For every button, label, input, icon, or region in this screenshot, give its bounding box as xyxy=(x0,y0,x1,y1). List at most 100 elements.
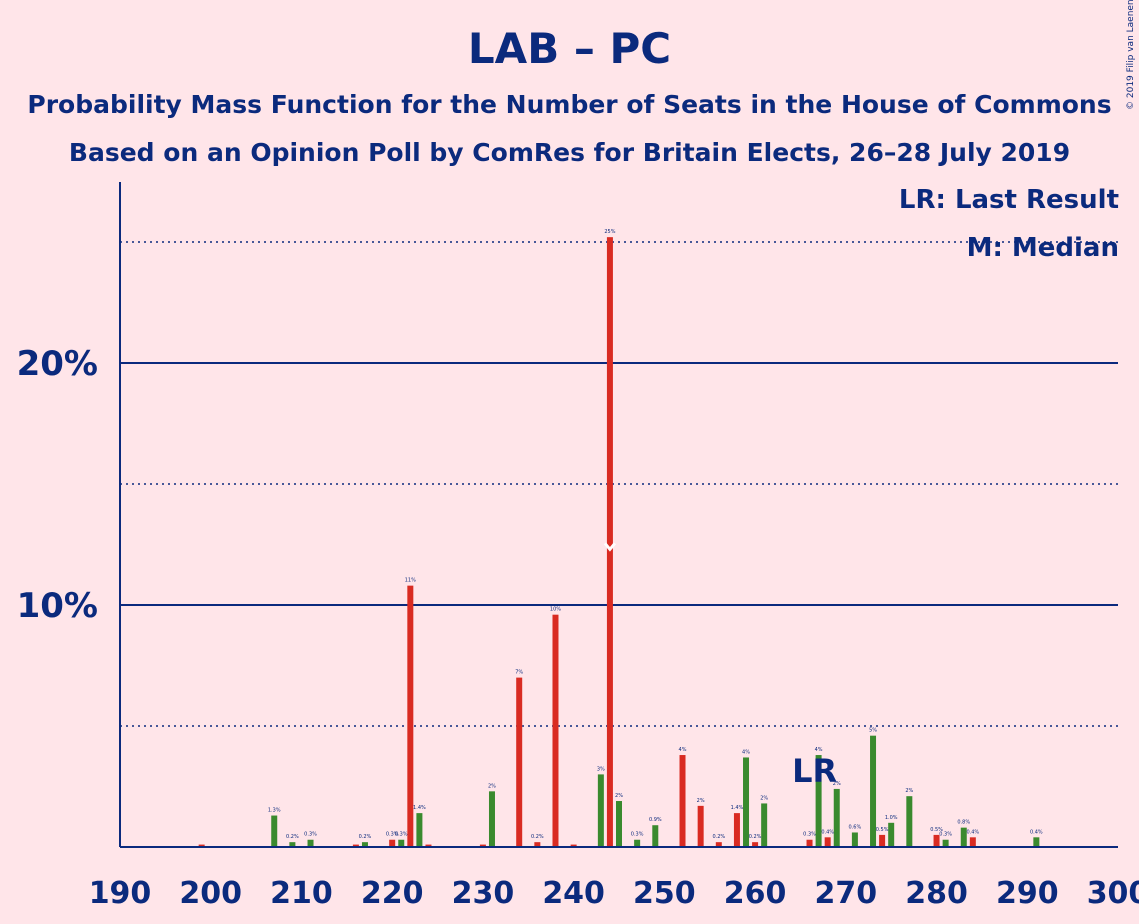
bar-label: 11% xyxy=(405,578,416,584)
bar-280 xyxy=(933,834,940,847)
bar-220 xyxy=(389,839,396,847)
bar-274 xyxy=(879,834,886,847)
bar-207 xyxy=(271,815,278,847)
bar-label: 0.4% xyxy=(966,829,979,835)
bar-277 xyxy=(906,796,913,847)
bar-222 xyxy=(407,585,414,847)
bar-label: 2% xyxy=(615,793,623,799)
bar-label: 0.4% xyxy=(1030,829,1043,835)
x-tick-label: 220 xyxy=(361,876,424,911)
bar-284 xyxy=(969,837,976,847)
bar-label: 0.3% xyxy=(939,832,952,838)
bar-label: 0.4% xyxy=(821,829,834,835)
bar-label: 0.8% xyxy=(957,820,970,826)
bar-230 xyxy=(479,844,486,847)
x-tick-label: 210 xyxy=(270,876,333,911)
bar-245 xyxy=(616,801,622,847)
bar-label: 0.3% xyxy=(386,832,399,838)
bar-label: 25% xyxy=(604,229,615,235)
bar-label: 2% xyxy=(697,798,705,804)
x-tick-label: 270 xyxy=(815,876,878,911)
bar-267 xyxy=(815,755,822,847)
bar-label: 1.4% xyxy=(731,805,744,811)
bar-260 xyxy=(752,842,759,847)
bar-label: 0.3% xyxy=(803,832,816,838)
bar-label: 4% xyxy=(742,749,750,755)
chart-title: LAB – PC xyxy=(467,24,672,73)
bar-243 xyxy=(597,774,604,847)
x-tick-label: 290 xyxy=(996,876,1059,911)
bar-291 xyxy=(1033,837,1040,847)
bar-label: 0.2% xyxy=(531,834,544,840)
bar-254 xyxy=(697,805,704,847)
bar-236 xyxy=(534,842,541,847)
bar-label: 1.0% xyxy=(885,815,898,821)
legend-last-result: LR: Last Result xyxy=(898,185,1119,215)
bar-label: 0.2% xyxy=(359,834,372,840)
bar-216 xyxy=(352,844,359,847)
bar-label: 0.6% xyxy=(849,824,862,830)
bar-217 xyxy=(361,842,368,847)
bar-238 xyxy=(552,614,559,847)
bar-label: 7% xyxy=(515,670,523,676)
bar-label: 0.3% xyxy=(304,832,317,838)
bar-269 xyxy=(833,788,840,847)
bar-label: 2% xyxy=(833,781,841,787)
bar-label: 5% xyxy=(869,728,877,734)
x-tick-label: 200 xyxy=(179,876,242,911)
bar-256 xyxy=(715,842,722,847)
bar-261 xyxy=(761,803,768,847)
bar-label: 1.4% xyxy=(413,805,426,811)
y-tick-label: 10% xyxy=(17,586,98,626)
bar-224 xyxy=(425,844,432,847)
x-tick-label: 250 xyxy=(633,876,696,911)
bar-label: 0.5% xyxy=(876,827,889,833)
bar-209 xyxy=(289,842,296,847)
bar-259 xyxy=(743,757,750,847)
bar-244 xyxy=(606,237,613,847)
x-tick-label: 260 xyxy=(724,876,787,911)
bar-label: 4% xyxy=(815,747,823,753)
bar-221 xyxy=(398,839,405,847)
bar-199 xyxy=(198,844,205,847)
bar-label: 3% xyxy=(597,766,605,772)
bar-223 xyxy=(416,813,423,847)
x-tick-label: 230 xyxy=(452,876,515,911)
bar-label: 1.3% xyxy=(268,808,281,814)
bar-label: 0.5% xyxy=(930,827,943,833)
x-tick-label: 190 xyxy=(89,876,152,911)
bar-label: 0.2% xyxy=(712,834,725,840)
bar-label: 2% xyxy=(488,783,496,789)
bar-240 xyxy=(570,844,577,847)
bar-273 xyxy=(870,735,877,847)
median-marker xyxy=(603,542,617,552)
x-tick-label: 240 xyxy=(542,876,605,911)
bar-label: 2% xyxy=(905,788,913,794)
bar-label: 0.2% xyxy=(286,834,299,840)
bar-label: 0.9% xyxy=(649,817,662,823)
bar-266 xyxy=(806,839,813,847)
bar-label: 0.3% xyxy=(631,832,644,838)
bar-label: 0.3% xyxy=(395,832,408,838)
bar-label: 10% xyxy=(550,607,561,613)
bar-281 xyxy=(942,839,949,847)
bar-283 xyxy=(960,827,967,847)
x-tick-label: 280 xyxy=(905,876,968,911)
y-tick-label: 20% xyxy=(17,344,98,384)
bar-231 xyxy=(488,791,495,847)
bar-211 xyxy=(307,839,314,847)
chart-subtitle-poll: Based on an Opinion Poll by ComRes for B… xyxy=(68,138,1071,167)
chart-subtitle: Probability Mass Function for the Number… xyxy=(27,90,1112,119)
bar-234 xyxy=(516,677,523,847)
x-tick-label: 300 xyxy=(1087,876,1139,911)
bar-label: 4% xyxy=(679,747,687,753)
bar-258 xyxy=(733,813,740,847)
bar-271 xyxy=(851,832,858,847)
bar-275 xyxy=(888,822,895,847)
bar-249 xyxy=(652,825,659,847)
bar-247 xyxy=(634,839,641,847)
bar-label: 0.2% xyxy=(749,834,762,840)
bar-268 xyxy=(824,837,831,847)
bar-252 xyxy=(679,755,686,847)
